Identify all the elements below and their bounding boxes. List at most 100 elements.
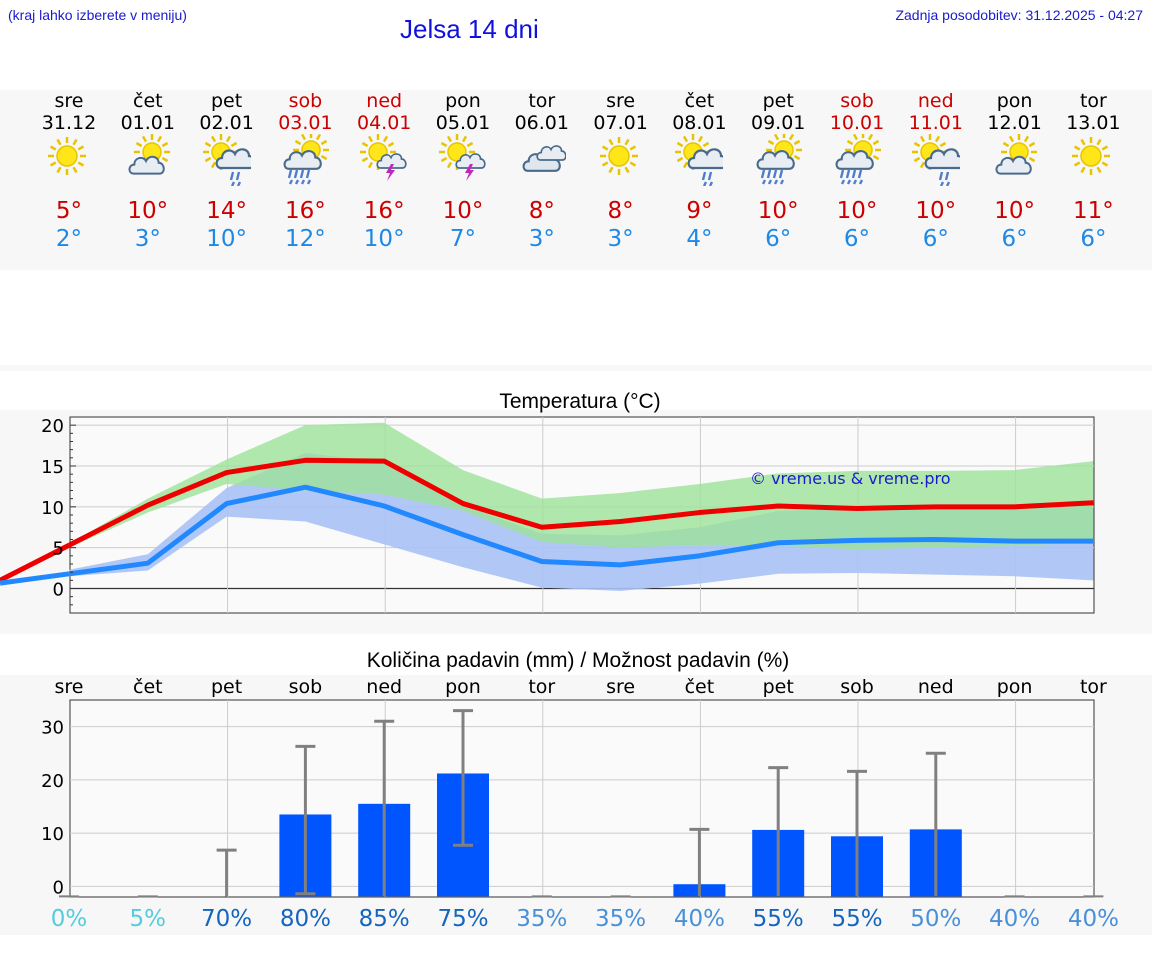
min-temp: 10° xyxy=(206,226,247,252)
day-date: 02.01 xyxy=(199,112,254,134)
precip-probability: 35% xyxy=(516,906,567,932)
sun-cloud-heavy-rain-icon xyxy=(833,132,881,186)
day-date: 07.01 xyxy=(593,112,648,134)
sun-cloud-heavy-rain-icon xyxy=(281,132,330,186)
y-tick-label: 5 xyxy=(53,539,64,560)
day-label: ned xyxy=(918,676,954,698)
sun-cloud-rain-icon xyxy=(675,134,729,187)
max-temp-band xyxy=(69,422,1094,550)
max-temp: 8° xyxy=(607,198,634,224)
day-date: 13.01 xyxy=(1066,112,1121,134)
precip-probability: 75% xyxy=(437,906,488,932)
sun-cloud-icon xyxy=(124,134,172,186)
day-name: tor xyxy=(528,90,556,112)
day-date: 04.01 xyxy=(356,112,412,134)
day-name: pet xyxy=(210,90,243,112)
day-date: 09.01 xyxy=(750,112,806,134)
day-label: sre xyxy=(55,676,84,698)
max-temp: 16° xyxy=(285,198,326,224)
day-date: 12.01 xyxy=(987,112,1042,134)
sun-shape xyxy=(48,137,86,175)
divider xyxy=(0,365,1152,371)
max-temp: 16° xyxy=(363,198,405,224)
y-tick-label: 10 xyxy=(41,498,64,519)
min-temp: 3° xyxy=(607,226,634,252)
max-temp: 14° xyxy=(206,198,247,224)
day-date: 08.01 xyxy=(672,112,727,134)
max-temp: 10° xyxy=(127,198,169,224)
y-tick-label: 10 xyxy=(41,824,64,845)
sun-cloud-icon xyxy=(991,134,1039,186)
precip-error-bars xyxy=(59,709,1104,898)
day-label: pon xyxy=(445,676,481,698)
min-temp: 3° xyxy=(528,226,555,252)
min-temp: 6° xyxy=(1080,226,1107,252)
watermark: © vreme.us & vreme.pro xyxy=(750,469,951,488)
day-date: 01.01 xyxy=(120,112,175,134)
precip-chart-title: Količina padavin (mm) / Možnost padavin … xyxy=(367,649,790,672)
max-temp: 9° xyxy=(686,198,713,224)
max-temp: 5° xyxy=(55,198,83,224)
min-temp: 10° xyxy=(363,226,405,252)
day-label: čet xyxy=(685,676,715,698)
sun-cloud-rain-icon xyxy=(202,134,256,187)
sun-cloud-rain-icon xyxy=(911,134,965,187)
day-name: tor xyxy=(1079,90,1107,112)
max-temp: 10° xyxy=(442,198,484,224)
max-temp: 10° xyxy=(994,198,1035,224)
day-name: sob xyxy=(840,90,874,112)
day-label: čet xyxy=(133,676,163,698)
day-name: čet xyxy=(684,90,715,112)
day-name: sre xyxy=(54,90,84,112)
day-name: pet xyxy=(762,90,794,112)
cloud-icon xyxy=(518,134,567,186)
min-temp: 4° xyxy=(686,226,713,252)
day-label: sob xyxy=(289,676,323,698)
page-title: Jelsa 14 dni xyxy=(400,14,539,44)
day-forecast-strip: sre 31.12 5° 2° čet 01.01 10° 3° pet 02.01 14° 10° s… xyxy=(0,90,1152,270)
precip-probability: 55% xyxy=(831,906,882,932)
y-tick-label: 20 xyxy=(41,771,64,792)
min-temp-line xyxy=(68,484,1094,577)
sun-thunder-icon xyxy=(360,134,408,186)
precip-probability: 40% xyxy=(989,906,1040,932)
max-temp-line xyxy=(67,457,1094,548)
y-tick-label: 30 xyxy=(41,718,64,739)
y-tick-label: 0 xyxy=(53,580,64,601)
day-label: sre xyxy=(606,676,635,698)
precip-probabilities: 0% 5% 70% 80% 85% 75% 35% 35% 40% 55% 55% 50% 40% 40% xyxy=(51,906,1119,932)
day-name: sob xyxy=(288,90,323,112)
day-label: pon xyxy=(997,676,1033,698)
max-temp: 10° xyxy=(915,198,957,224)
location-hint: (kraj lahko izberete v meniju) xyxy=(8,7,187,23)
precip-probability: 40% xyxy=(1068,906,1119,932)
sun-cloud-heavy-rain-icon xyxy=(754,132,803,186)
min-temp: 6° xyxy=(1001,226,1028,252)
min-temp: 12° xyxy=(285,226,326,252)
day-date: 05.01 xyxy=(435,112,491,134)
precip-day-labels: sre čet pet sob ned pon tor sre čet pet sob ned pon t… xyxy=(55,676,1108,698)
sun-shape xyxy=(599,137,638,175)
temp-lines xyxy=(0,457,1094,586)
day-name: ned xyxy=(917,90,954,112)
day-date: 31.12 xyxy=(41,112,97,134)
precip-probability: 70% xyxy=(201,906,252,932)
temp-chart-title: Temperatura (°C) xyxy=(499,390,660,413)
y-tick-label: 15 xyxy=(41,457,64,478)
day-label: pet xyxy=(211,676,242,698)
precip-probability: 0% xyxy=(51,906,88,932)
precip-probability: 5% xyxy=(130,906,167,932)
day-name: čet xyxy=(133,90,163,112)
max-temp: 8° xyxy=(528,198,555,224)
precip-probability: 85% xyxy=(359,906,410,932)
precip-probability: 80% xyxy=(280,906,331,932)
min-temp: 6° xyxy=(765,226,792,252)
day-name: pon xyxy=(996,90,1033,112)
day-name: pon xyxy=(445,90,481,112)
max-temp: 10° xyxy=(836,198,878,224)
sun-shape xyxy=(1072,137,1111,175)
day-label: pet xyxy=(763,676,794,698)
temp-bands xyxy=(69,422,1094,591)
min-temp: 3° xyxy=(134,226,161,252)
